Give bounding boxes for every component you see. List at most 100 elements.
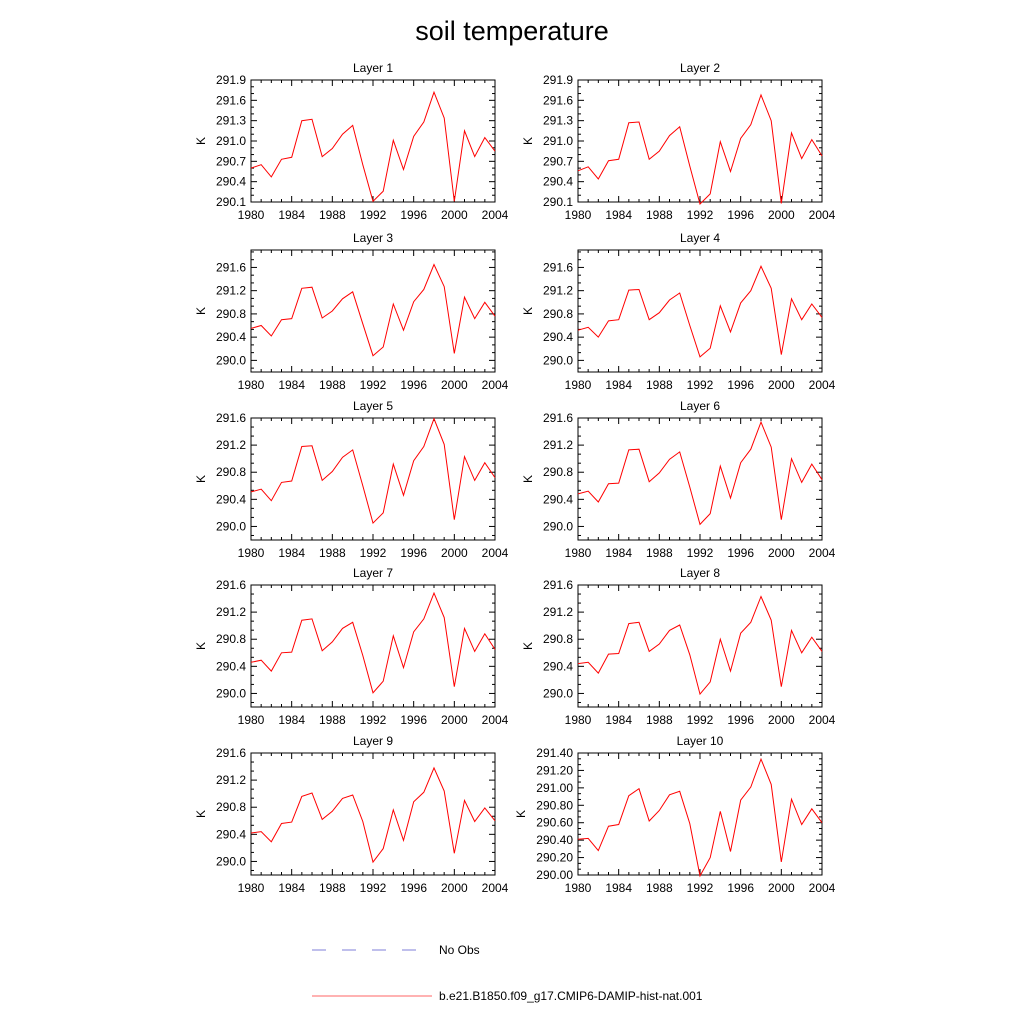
y-tick-label: 291.6 [543, 411, 573, 425]
y-tick-label: 291.6 [216, 746, 246, 760]
panel-title: Layer 5 [353, 399, 393, 413]
y-tick-label: 291.2 [543, 284, 573, 298]
x-tick-label: 1980 [238, 378, 265, 392]
x-tick-label: 2004 [482, 208, 509, 222]
x-tick-label: 2004 [809, 378, 836, 392]
x-tick-label: 1980 [565, 378, 592, 392]
panel-title: Layer 4 [680, 231, 720, 245]
y-tick-label: 290.20 [536, 851, 573, 865]
x-tick-label: 1996 [727, 208, 754, 222]
y-tick-label: 290.0 [216, 854, 246, 868]
x-tick-label: 1988 [319, 546, 346, 560]
x-tick-label: 1984 [278, 881, 305, 895]
x-tick-label: 2004 [809, 208, 836, 222]
x-tick-label: 1996 [400, 881, 427, 895]
y-tick-label: 290.8 [543, 307, 573, 321]
x-tick-label: 1984 [605, 881, 632, 895]
y-tick-label: 290.4 [216, 827, 246, 841]
y-tick-label: 291.2 [543, 605, 573, 619]
x-tick-label: 1996 [400, 208, 427, 222]
panel-title: Layer 7 [353, 566, 393, 580]
plot-frame [577, 417, 823, 541]
x-tick-label: 2000 [441, 713, 468, 727]
panel-title: Layer 1 [353, 61, 393, 75]
x-tick-label: 1992 [360, 713, 387, 727]
y-axis-label: K [194, 307, 208, 315]
panel-layer-4: Layer 4 1980 1984 1988 1992 1996 2000 2004 290.0… [521, 231, 836, 392]
y-axis-label: K [194, 475, 208, 483]
y-tick-label: 290.8 [216, 307, 246, 321]
y-tick-label: 290.60 [536, 816, 573, 830]
x-tick-label: 1992 [687, 881, 714, 895]
legend-model-label: b.e21.B1850.f09_g17.CMIP6-DAMIP-hist-nat… [439, 989, 703, 1003]
series-line [577, 757, 823, 878]
x-tick-label: 2004 [809, 546, 836, 560]
x-tick-label: 1980 [565, 881, 592, 895]
x-tick-label: 1992 [360, 881, 387, 895]
x-tick-label: 1980 [238, 713, 265, 727]
x-tick-label: 1996 [400, 546, 427, 560]
x-tick-label: 2000 [768, 713, 795, 727]
x-tick-label: 1988 [319, 881, 346, 895]
x-tick-label: 1984 [605, 546, 632, 560]
x-tick-label: 1992 [360, 546, 387, 560]
series-line [577, 265, 823, 358]
x-tick-label: 1988 [319, 378, 346, 392]
y-tick-label: 290.8 [216, 632, 246, 646]
y-tick-label: 291.6 [216, 260, 246, 274]
y-tick-label: 290.1 [543, 195, 573, 209]
y-axis-label: K [194, 810, 208, 818]
x-tick-label: 1992 [360, 378, 387, 392]
x-tick-label: 2004 [482, 713, 509, 727]
panel-layer-8: Layer 8 1980 1984 1988 1992 1996 2000 2004 290.0… [521, 566, 836, 727]
y-tick-label: 290.8 [216, 800, 246, 814]
y-tick-label: 290.4 [216, 492, 246, 506]
x-tick-label: 1992 [687, 713, 714, 727]
series-line [250, 766, 496, 864]
y-tick-label: 291.20 [536, 763, 573, 777]
x-tick-label: 2000 [441, 208, 468, 222]
y-tick-label: 290.1 [216, 195, 246, 209]
y-tick-label: 291.2 [216, 605, 246, 619]
plot-frame [577, 249, 823, 373]
y-tick-label: 290.7 [216, 154, 246, 168]
x-tick-label: 2000 [768, 378, 795, 392]
y-axis-label: K [194, 137, 208, 145]
panel-layer-2: Layer 2 1980 1984 1988 1992 1996 2000 2004 290.1… [521, 61, 836, 222]
x-tick-label: 1984 [605, 713, 632, 727]
y-tick-label: 290.0 [543, 686, 573, 700]
x-tick-label: 2000 [441, 881, 468, 895]
y-tick-label: 291.2 [216, 773, 246, 787]
x-tick-label: 2000 [768, 546, 795, 560]
x-tick-label: 2004 [482, 881, 509, 895]
x-tick-label: 1984 [278, 546, 305, 560]
y-tick-label: 290.4 [216, 659, 246, 673]
x-tick-label: 1996 [400, 378, 427, 392]
panel-layer-7: Layer 7 1980 1984 1988 1992 1996 2000 2004 290.0… [194, 566, 509, 727]
y-tick-label: 291.9 [216, 73, 246, 87]
x-tick-label: 1984 [278, 378, 305, 392]
y-tick-label: 290.0 [543, 353, 573, 367]
y-tick-label: 290.4 [216, 330, 246, 344]
x-tick-label: 1980 [238, 881, 265, 895]
panel-layer-1: Layer 1 1980 1984 1988 1992 1996 2000 2004 290.1… [194, 61, 509, 222]
y-tick-label: 291.40 [536, 746, 573, 760]
x-tick-label: 1984 [278, 713, 305, 727]
y-axis-label: K [514, 810, 528, 818]
y-axis-label: K [194, 642, 208, 650]
y-tick-label: 291.3 [216, 114, 246, 128]
x-tick-label: 1980 [565, 713, 592, 727]
x-tick-label: 1992 [687, 208, 714, 222]
panel-layer-3: Layer 3 1980 1984 1988 1992 1996 2000 2004 290.0… [194, 231, 509, 392]
x-tick-label: 1984 [278, 208, 305, 222]
y-axis-label: K [521, 137, 535, 145]
x-tick-label: 1988 [646, 546, 673, 560]
y-tick-label: 291.6 [543, 260, 573, 274]
panel-title: Layer 2 [680, 61, 720, 75]
series-line [250, 417, 496, 525]
x-tick-label: 2004 [482, 546, 509, 560]
y-tick-label: 291.9 [543, 73, 573, 87]
plot-frame [250, 249, 496, 373]
legend: No Obs b.e21.B1850.f09_g17.CMIP6-DAMIP-h… [312, 943, 703, 1003]
y-tick-label: 291.6 [216, 411, 246, 425]
